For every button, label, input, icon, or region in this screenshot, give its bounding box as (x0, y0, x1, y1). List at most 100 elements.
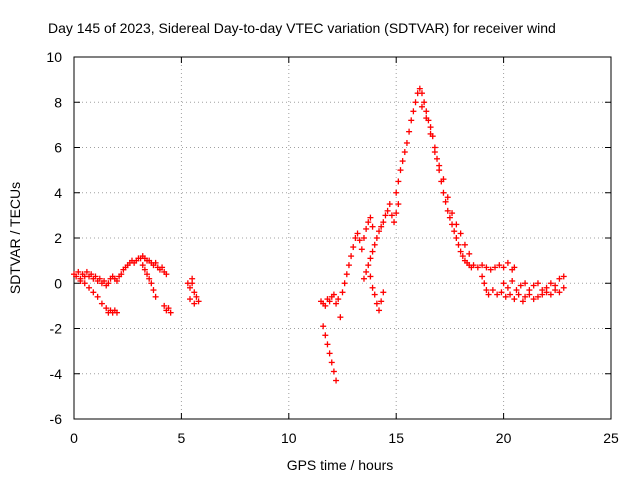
data-point (416, 85, 423, 92)
data-point (436, 162, 443, 169)
data-point (341, 280, 348, 287)
data-point (459, 253, 466, 260)
data-point (434, 155, 441, 162)
data-point (543, 284, 550, 291)
data-point (534, 280, 541, 287)
data-point (412, 99, 419, 106)
data-point (397, 167, 404, 174)
data-point (186, 296, 193, 303)
data-point (444, 207, 451, 214)
data-point (186, 284, 193, 291)
data-point (167, 309, 174, 316)
data-point (526, 287, 533, 294)
data-point (141, 266, 148, 273)
y-tick-label: 0 (54, 275, 62, 291)
data-point (461, 241, 468, 248)
data-point (403, 139, 410, 146)
data-point (500, 280, 507, 287)
data-point (333, 377, 340, 384)
data-point (322, 332, 329, 339)
y-tick-label: 2 (54, 230, 62, 246)
data-point (395, 178, 402, 185)
data-point (453, 221, 460, 228)
data-point (492, 264, 499, 271)
data-point (556, 275, 563, 282)
data-point (509, 277, 516, 284)
data-point (378, 298, 385, 305)
data-point (360, 275, 367, 282)
data-point (92, 273, 99, 280)
data-point (144, 271, 151, 278)
data-point (504, 284, 511, 291)
data-point (489, 287, 496, 294)
data-point (345, 262, 352, 269)
data-point (530, 296, 537, 303)
x-axis-label: GPS time / hours (287, 457, 394, 473)
y-tick-label: 4 (54, 185, 62, 201)
data-point (410, 108, 417, 115)
data-point (150, 287, 157, 294)
x-tick-label: 15 (388, 430, 404, 446)
data-point (470, 262, 477, 269)
data-point (474, 264, 481, 271)
data-point (350, 244, 357, 251)
data-point (365, 219, 372, 226)
data-point (556, 289, 563, 296)
x-tick-label: 25 (603, 430, 619, 446)
data-point (161, 302, 168, 309)
data-point (191, 289, 198, 296)
data-point (369, 223, 376, 230)
data-point (139, 262, 146, 269)
data-point (444, 194, 451, 201)
data-point (393, 189, 400, 196)
data-point (88, 271, 95, 278)
data-point (330, 291, 337, 298)
data-point (193, 293, 200, 300)
data-point (322, 302, 329, 309)
data-point (367, 214, 374, 221)
data-point (498, 289, 505, 296)
data-point (326, 350, 333, 357)
data-point (560, 284, 567, 291)
data-point (502, 293, 509, 300)
data-point (363, 268, 370, 275)
data-point (367, 273, 374, 280)
data-point (481, 280, 488, 287)
data-point (391, 219, 398, 226)
data-point (75, 268, 82, 275)
data-point (363, 225, 370, 232)
data-point (399, 158, 406, 165)
data-point (335, 296, 342, 303)
data-point (479, 262, 486, 269)
data-point (466, 250, 473, 257)
data-point (494, 291, 501, 298)
data-point (431, 149, 438, 156)
data-point (386, 201, 393, 208)
data-point (500, 264, 507, 271)
data-point (485, 291, 492, 298)
data-point (382, 212, 389, 219)
data-point (504, 259, 511, 266)
data-point (326, 298, 333, 305)
data-point (152, 259, 159, 266)
data-point (191, 300, 198, 307)
data-point (148, 280, 155, 287)
data-point (90, 289, 97, 296)
data-point (356, 237, 363, 244)
x-tick-label: 20 (496, 430, 512, 446)
data-point (380, 219, 387, 226)
data-point (446, 214, 453, 221)
data-point (324, 341, 331, 348)
data-point (522, 280, 529, 287)
data-point (343, 271, 350, 278)
data-points (71, 85, 567, 384)
data-point (146, 275, 153, 282)
data-point (348, 253, 355, 260)
data-point (440, 176, 447, 183)
data-point (418, 103, 425, 110)
data-point (401, 149, 408, 156)
data-point (77, 277, 84, 284)
data-point (354, 230, 361, 237)
data-point (337, 314, 344, 321)
